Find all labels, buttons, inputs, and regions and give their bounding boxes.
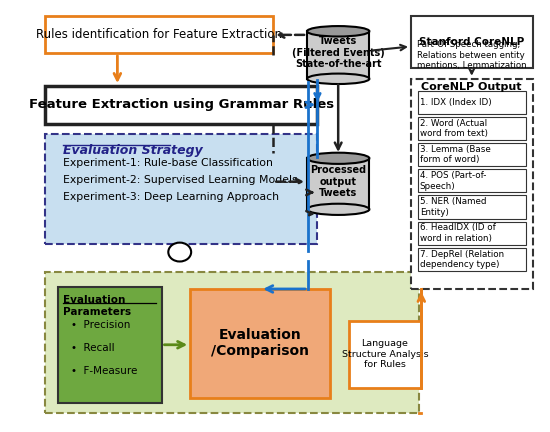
Ellipse shape: [307, 152, 370, 164]
FancyBboxPatch shape: [417, 222, 526, 245]
Bar: [307, 158, 370, 210]
FancyBboxPatch shape: [45, 86, 317, 124]
FancyBboxPatch shape: [45, 16, 273, 53]
FancyBboxPatch shape: [417, 117, 526, 140]
Text: Tweets
(Filtered Events)
State-of-the-art: Tweets (Filtered Events) State-of-the-ar…: [292, 36, 384, 70]
Text: 3. Lemma (Base
form of word): 3. Lemma (Base form of word): [420, 145, 491, 164]
Text: 4. POS (Part-of-
Speech): 4. POS (Part-of- Speech): [420, 171, 486, 191]
Text: 7. DepRel (Relation
dependency type): 7. DepRel (Relation dependency type): [420, 250, 504, 269]
Text: Experiment-1: Rule-base Classification: Experiment-1: Rule-base Classification: [63, 158, 273, 168]
FancyBboxPatch shape: [417, 91, 526, 114]
Text: Part-Of-Speech tagging,
Relations between entity
mentions, Lemmatization: Part-Of-Speech tagging, Relations betwee…: [417, 40, 526, 70]
FancyBboxPatch shape: [417, 169, 526, 192]
Bar: [307, 31, 370, 79]
Text: Experiment-3: Deep Learning Approach: Experiment-3: Deep Learning Approach: [63, 191, 279, 202]
FancyBboxPatch shape: [411, 79, 533, 289]
FancyBboxPatch shape: [190, 289, 331, 398]
Ellipse shape: [307, 73, 370, 84]
Ellipse shape: [307, 204, 370, 215]
Text: 1. IDX (Index ID): 1. IDX (Index ID): [420, 98, 492, 107]
FancyBboxPatch shape: [349, 321, 421, 388]
Text: 5. NER (Named
Entity): 5. NER (Named Entity): [420, 197, 486, 217]
Text: Evaluation
Parameters: Evaluation Parameters: [63, 295, 131, 317]
Text: Processed
output
Tweets: Processed output Tweets: [310, 165, 366, 198]
Text: 2. Word (Actual
word from text): 2. Word (Actual word from text): [420, 119, 488, 138]
Ellipse shape: [307, 26, 370, 36]
Text: 6. HeadIDX (ID of
word in relation): 6. HeadIDX (ID of word in relation): [420, 223, 496, 243]
Text: Evaluation
/Comparison: Evaluation /Comparison: [211, 327, 309, 358]
Text: Rules identification for Feature Extraction: Rules identification for Feature Extract…: [36, 29, 282, 41]
Text: Evaluation Strategy: Evaluation Strategy: [63, 144, 202, 157]
Text: Experiment-2: Supervised Learning Models: Experiment-2: Supervised Learning Models: [63, 175, 298, 185]
FancyBboxPatch shape: [58, 287, 162, 403]
FancyBboxPatch shape: [411, 16, 533, 68]
FancyBboxPatch shape: [45, 272, 419, 413]
Text: CoreNLP Output: CoreNLP Output: [421, 82, 522, 92]
Text: Language
Structure Analysis
for Rules: Language Structure Analysis for Rules: [342, 339, 428, 369]
Circle shape: [168, 243, 191, 261]
FancyBboxPatch shape: [417, 195, 526, 219]
FancyBboxPatch shape: [417, 248, 526, 271]
Text: •  Precision

•  Recall

•  F-Measure: • Precision • Recall • F-Measure: [70, 320, 137, 376]
Text: Feature Extraction using Grammar Rules: Feature Extraction using Grammar Rules: [29, 98, 334, 111]
FancyBboxPatch shape: [417, 143, 526, 166]
Text: Stanford CoreNLP: Stanford CoreNLP: [419, 37, 524, 47]
FancyBboxPatch shape: [45, 134, 317, 244]
